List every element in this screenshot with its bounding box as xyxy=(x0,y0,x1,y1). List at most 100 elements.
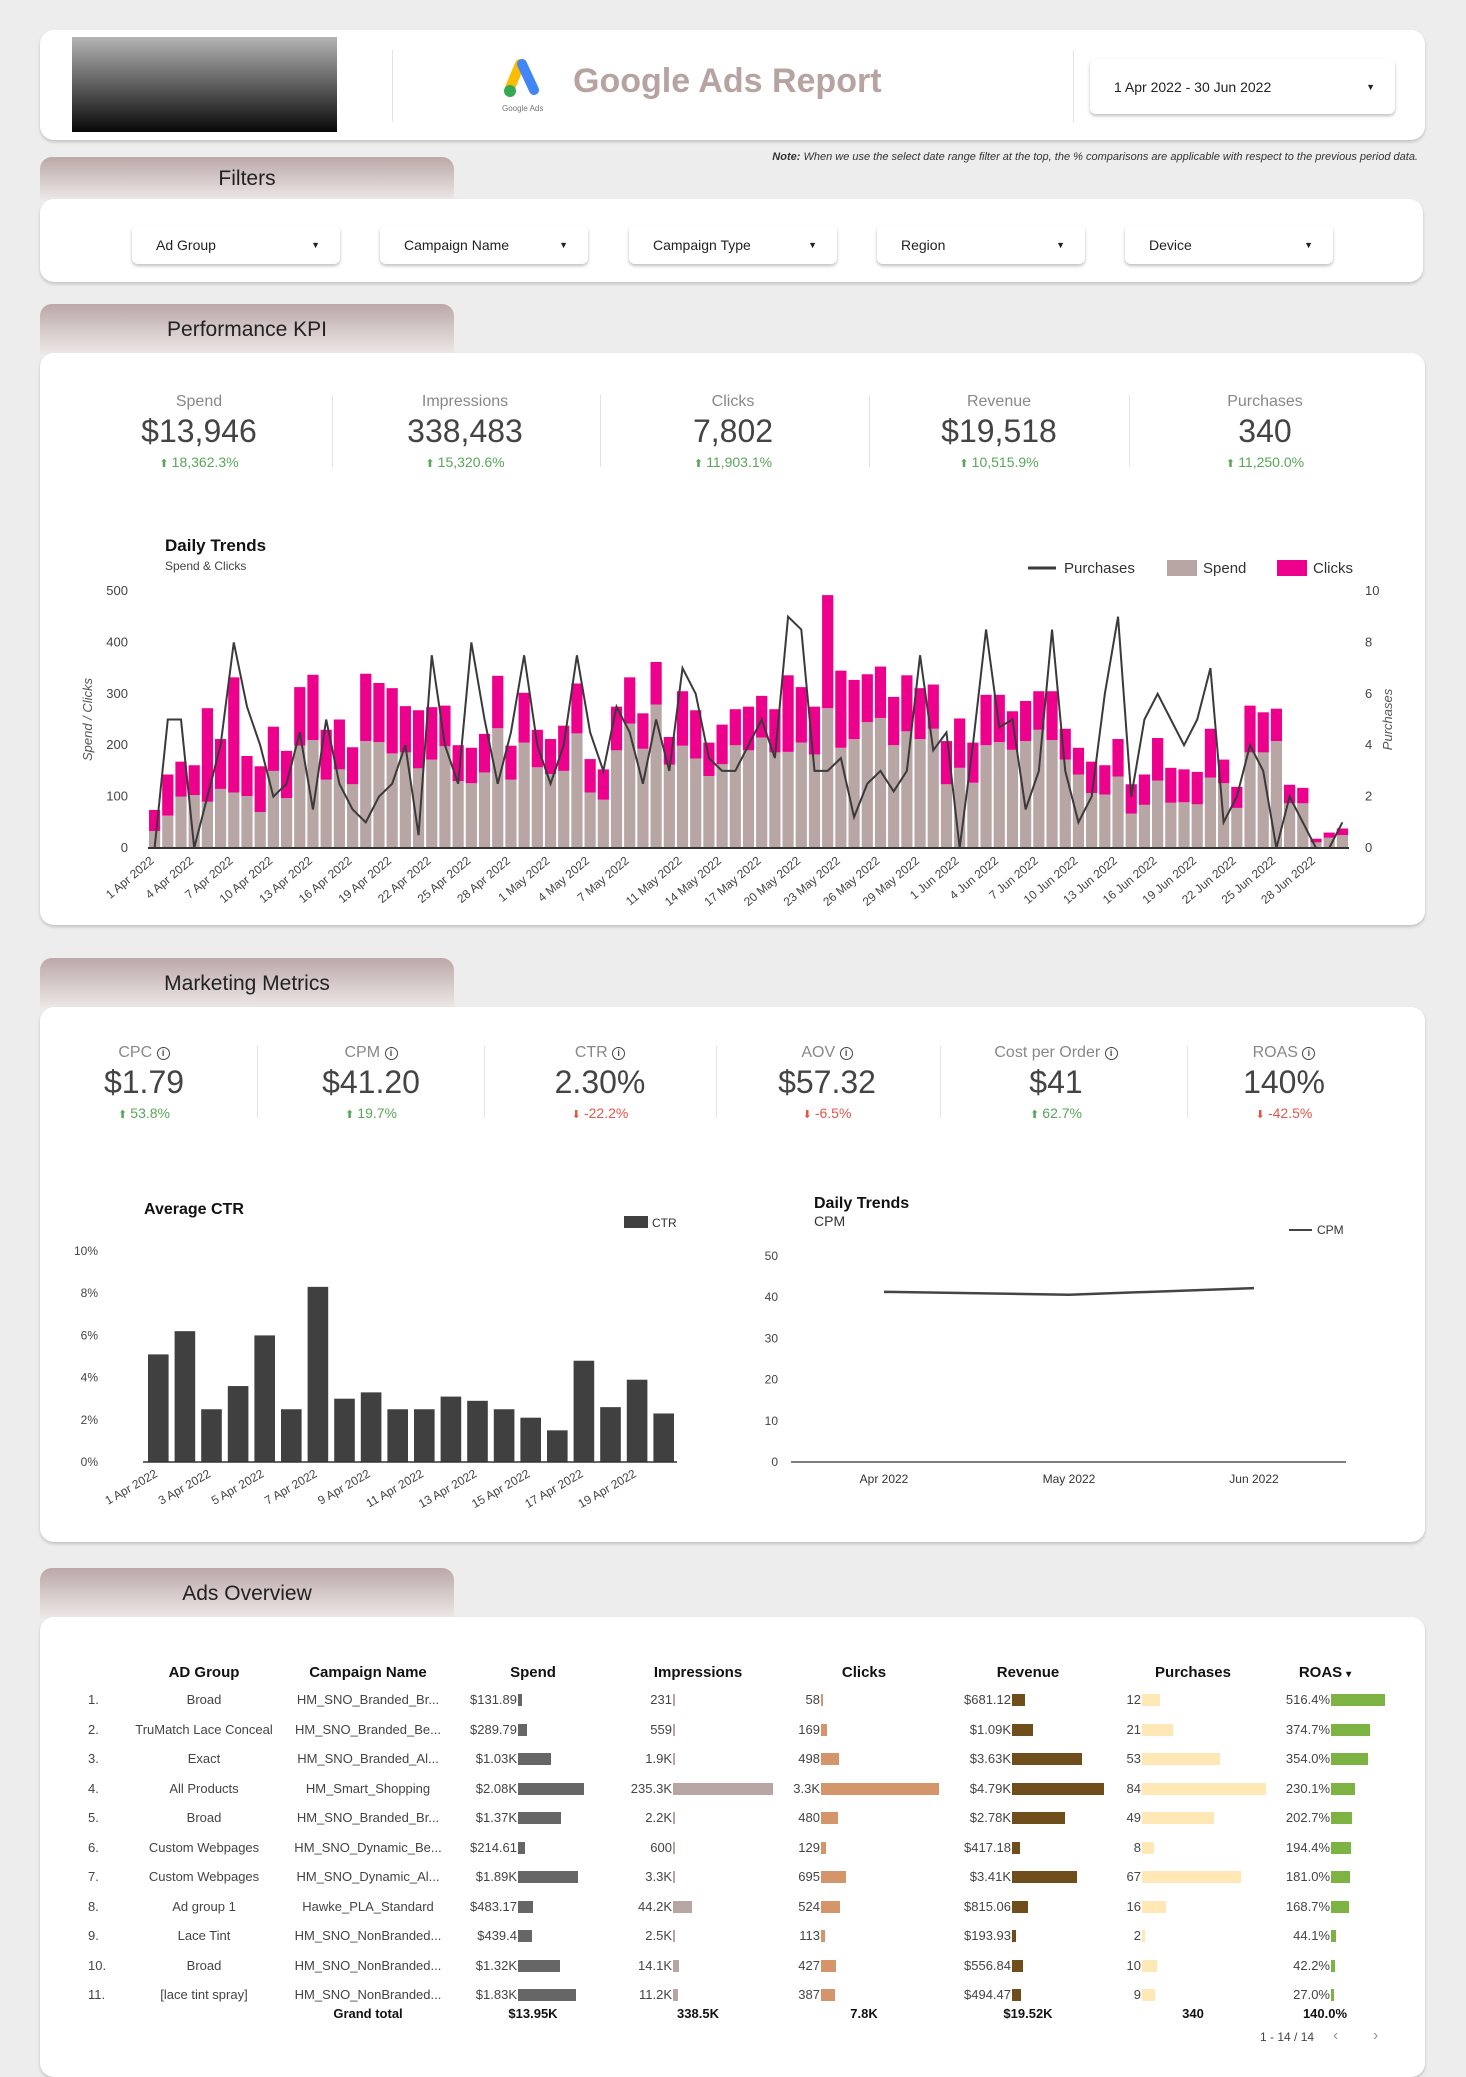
filter-ad-group-dropdown[interactable]: Ad Group ▼ xyxy=(132,225,340,264)
ad-group-cell: Custom Webpages xyxy=(148,1839,260,1855)
clicks-bar xyxy=(373,683,385,743)
filter-device-dropdown[interactable]: Device ▼ xyxy=(1125,225,1333,264)
clicks-bar xyxy=(821,1694,824,1706)
filter-campaign-name-dropdown[interactable]: Campaign Name ▼ xyxy=(380,225,588,264)
clicks-bar xyxy=(835,670,847,748)
column-header-ad-group[interactable]: AD Group xyxy=(169,1664,240,1681)
spend-bar xyxy=(1046,740,1058,848)
clicks-bar xyxy=(452,745,464,782)
ctr-bar xyxy=(360,1392,382,1462)
impr-cell: 1.9K xyxy=(645,1751,672,1766)
kpi-label: Spend xyxy=(79,393,319,411)
spend-bar xyxy=(505,779,517,848)
kpi-cpc: CPC i $1.79 ⬆ 53.8% xyxy=(24,1044,264,1121)
chart-title: Daily Trends xyxy=(165,536,266,555)
impr-cell: 11.2K xyxy=(638,1987,672,2002)
y-tick-label: 6% xyxy=(81,1328,99,1342)
roas-bar xyxy=(1331,1694,1385,1706)
column-header-purchases[interactable]: Purchases xyxy=(1155,1664,1231,1681)
info-icon[interactable]: i xyxy=(1302,1047,1316,1060)
date-range-picker[interactable]: 1 Apr 2022 - 30 Jun 2022 ▼ xyxy=(1090,59,1395,114)
filter-campaign-type-dropdown[interactable]: Campaign Type ▼ xyxy=(629,225,837,264)
clicks-cell: 498 xyxy=(798,1751,820,1766)
filter-region-dropdown[interactable]: Region ▼ xyxy=(877,225,1085,264)
google-ads-logo-caption: Google Ads xyxy=(502,104,544,113)
clicks-bar xyxy=(821,1782,939,1795)
info-icon[interactable]: i xyxy=(384,1047,398,1060)
clicks-bar xyxy=(821,1989,835,2001)
kpi-delta: ⬆ 10,515.9% xyxy=(879,454,1119,470)
clicks-bar xyxy=(1020,700,1032,742)
spend-bar xyxy=(399,752,411,848)
clicks-bar xyxy=(1086,761,1098,794)
spend-bar xyxy=(1165,802,1177,848)
spend-bar xyxy=(426,759,438,848)
kpi-delta-value: 15,320.6% xyxy=(437,454,505,470)
clicks-bar xyxy=(412,710,425,769)
column-header-campaign-name[interactable]: Campaign Name xyxy=(309,1664,427,1681)
rev-bar xyxy=(1012,1900,1028,1913)
info-icon[interactable]: i xyxy=(612,1047,626,1060)
impr-bar xyxy=(673,1930,675,1942)
clicks-bar xyxy=(333,719,345,770)
kpi-delta-value: 19.7% xyxy=(357,1105,397,1121)
spend-bar xyxy=(518,1900,534,1913)
row-number: 1. xyxy=(88,1692,99,1707)
clicks-bar xyxy=(175,761,187,797)
ctr-bar xyxy=(414,1409,435,1462)
clicks-bar xyxy=(1152,738,1164,781)
purch-bar xyxy=(1142,1841,1154,1854)
next-page-icon[interactable]: › xyxy=(1373,2027,1379,2044)
impr-bar xyxy=(673,1723,675,1736)
kpi-label: CTR i xyxy=(480,1044,720,1062)
ctr-bar xyxy=(387,1409,408,1462)
column-header-impressions[interactable]: Impressions xyxy=(654,1664,742,1681)
column-header-spend[interactable]: Spend xyxy=(510,1664,556,1681)
kpi-aov: AOV i $57.32 ⬇ -6.5% xyxy=(707,1044,947,1121)
column-header-revenue[interactable]: Revenue xyxy=(997,1664,1060,1681)
clicks-bar xyxy=(637,713,649,749)
rev-cell: $815.06 xyxy=(964,1898,1011,1914)
kpi-label: Clicks xyxy=(613,393,853,411)
impr-bar xyxy=(673,1812,675,1824)
spend-bar xyxy=(1020,741,1032,848)
kpi-label-text: CTR xyxy=(574,1044,608,1061)
clicks-bar xyxy=(201,708,213,802)
spend-bar xyxy=(888,745,900,848)
prev-page-icon[interactable]: ‹ xyxy=(1333,2027,1339,2044)
impr-cell: 3.3K xyxy=(645,1869,672,1884)
info-icon[interactable]: i xyxy=(156,1047,170,1060)
divider xyxy=(940,1046,941,1118)
clicks-bar xyxy=(1125,784,1137,814)
info-icon[interactable]: i xyxy=(1104,1047,1118,1060)
kpi-label-text: CPM xyxy=(344,1044,381,1061)
y-tick-label: 2% xyxy=(81,1413,99,1427)
spend-bar xyxy=(1125,813,1137,848)
ctr-bar xyxy=(653,1413,674,1462)
x-tick-label: 13 Apr 2022 xyxy=(416,1466,479,1511)
column-header-label: Campaign Name xyxy=(309,1664,427,1681)
roas-bar xyxy=(1331,1812,1353,1824)
kpi-delta-value: -22.2% xyxy=(583,1105,629,1121)
kpi-delta: ⬆ 11,250.0% xyxy=(1145,454,1385,470)
spend-bar xyxy=(795,742,807,848)
column-header-roas[interactable]: ROAS ▾ xyxy=(1299,1664,1351,1681)
filter-label: Campaign Name xyxy=(404,236,510,253)
arrow-up-icon: ⬆ xyxy=(159,458,172,470)
info-icon[interactable]: i xyxy=(839,1047,853,1060)
column-header-clicks[interactable]: Clicks xyxy=(842,1664,886,1681)
ctr-bar xyxy=(520,1417,541,1462)
divider xyxy=(716,1046,717,1118)
legend-clicks: Clicks xyxy=(1313,560,1353,577)
spend-bar xyxy=(333,769,345,848)
clicks-bar xyxy=(280,750,293,799)
spend-bar xyxy=(742,750,755,848)
spend-bar xyxy=(835,747,847,848)
total-purch: 340 xyxy=(1182,2006,1204,2021)
spend-bar xyxy=(1244,752,1256,848)
spend-bar xyxy=(188,795,200,848)
spend-bar xyxy=(518,1930,532,1942)
clicks-bar xyxy=(214,739,227,789)
x-tick-label: 15 Apr 2022 xyxy=(469,1466,532,1511)
total-clicks: 7.8K xyxy=(850,2006,878,2021)
